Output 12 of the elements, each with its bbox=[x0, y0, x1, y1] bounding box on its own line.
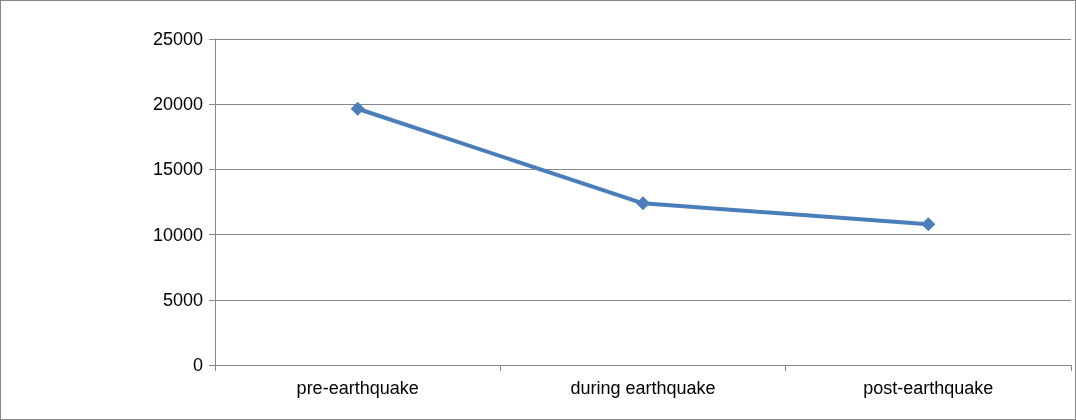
x-tick-label: post-earthquake bbox=[863, 378, 994, 398]
point bbox=[350, 101, 365, 116]
y-tick-label: 0 bbox=[192, 355, 203, 375]
point bbox=[636, 196, 650, 211]
y-tick-label: 15000 bbox=[152, 159, 203, 180]
point bbox=[921, 217, 936, 232]
y-tick-label: 10000 bbox=[152, 224, 203, 245]
y-tick-label: 5000 bbox=[162, 289, 203, 310]
y-tick-label: 25000 bbox=[152, 29, 203, 49]
x-tick-label: pre-earthquake bbox=[296, 378, 419, 398]
x-tick-label: during earthquake bbox=[570, 378, 716, 398]
y-tick-label: 20000 bbox=[152, 94, 203, 115]
